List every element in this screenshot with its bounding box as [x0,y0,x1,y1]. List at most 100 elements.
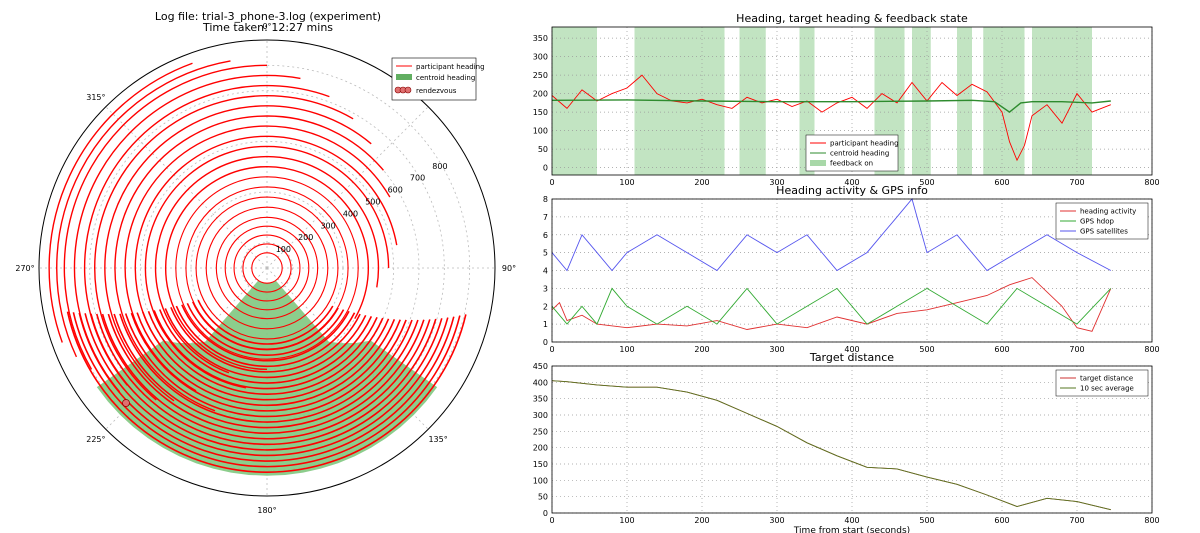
participant-heading-arc [101,313,431,440]
y-tick-label: 4 [543,267,548,276]
participant-heading-arc [90,313,443,451]
x-tick-label: 200 [694,516,709,525]
y-tick-label: 8 [543,195,548,204]
participant-heading-arc [136,312,396,407]
participant-heading-arc [181,304,350,362]
participant-heading-arc [147,310,384,395]
rendezvous-marker [122,399,130,407]
x-tick-label: 500 [919,516,934,525]
legend-label: feedback on [830,160,873,168]
participant-heading-arc [154,155,380,374]
series-line-centroid-heading [551,99,1111,113]
chart-title: Heading, target heading & feedback state [736,12,968,25]
legend-label: heading activity [1080,208,1136,216]
x-axis-label: Time from start (seconds) [793,526,910,533]
legend-swatch-rendezvous [404,86,412,94]
y-tick-label: 0 [543,509,548,518]
y-tick-label: 300 [533,411,548,420]
legend-label-participant: participant heading [416,63,485,71]
radial-tick-label: 300 [320,221,335,230]
radial-tick-label: 800 [432,162,447,171]
legend-label-centroid: centroid heading [416,74,475,82]
series-line-participant-heading [551,74,1111,162]
participant-heading-arc [95,313,437,446]
participant-heading-ring [195,196,339,340]
series-line-heading-activity [551,277,1112,332]
legend-label: 10 sec average [1080,385,1134,393]
participant-heading-ring [224,225,310,311]
participant-heading-arc [66,311,467,473]
participant-heading-arc [186,302,345,356]
participant-heading-arc [175,305,356,368]
participant-heading-arc [63,64,268,370]
participant-heading-arc [158,309,373,384]
legend-label: GPS hdop [1080,218,1114,226]
x-tick-label: 500 [919,178,934,187]
series-line-GPS-hdop [551,287,1112,325]
x-tick-label: 400 [844,178,859,187]
x-tick-label: 600 [994,345,1009,354]
polar-heading-plot: 0°45°90°135°180°225°270°315°100200300400… [15,22,516,515]
y-tick-label: 100 [533,127,548,136]
participant-heading-arc [78,312,455,462]
x-tick-label: 100 [619,178,634,187]
legend-swatch [810,160,826,166]
participant-heading-arc [153,310,378,390]
heading-chart: 0 100 200 300 400 500 600 700 800 0 50 100 150 200 250… [533,12,1160,187]
participant-heading-arc [48,62,193,343]
participant-heading-arc [94,95,354,401]
radial-tick-label: 600 [388,186,403,195]
legend-label: participant heading [830,140,899,148]
participant-heading-arc [84,313,449,457]
angle-tick-label: 180° [257,506,276,515]
participant-heading-arc [130,312,401,412]
legend-box [1055,369,1149,397]
plot-frame [551,198,1153,343]
radial-tick-label: 400 [343,209,358,218]
participant-heading-ring [233,234,301,302]
y-tick-label: 50 [538,145,548,154]
x-tick-label: 300 [769,516,784,525]
y-tick-label: 250 [533,427,548,436]
y-tick-label: 50 [538,493,548,502]
participant-heading-ring [242,243,292,293]
x-tick-label: 0 [549,516,554,525]
plot-frame [551,365,1153,514]
polar-grid-ring [89,90,445,446]
feedback-on-band [552,27,597,175]
polar-title-line1: Log file: trial-3_phone-3.log (experimen… [155,10,381,23]
x-tick-label: 400 [844,345,859,354]
radial-tick-label: 700 [410,174,425,183]
legend-label: target distance [1080,375,1133,383]
participant-heading-ring [215,216,319,320]
participant-heading-arc [119,313,413,423]
y-tick-label: 6 [543,231,548,240]
participant-heading-arc [113,313,419,429]
participant-heading-arc [124,125,391,392]
x-tick-label: 700 [1069,345,1084,354]
chart-title: Heading activity & GPS info [776,184,928,197]
participant-heading-arc [197,299,334,345]
y-tick-label: 400 [533,378,548,387]
participant-heading-arc [104,105,372,402]
x-tick-label: 100 [619,516,634,525]
participant-heading-arc [56,60,231,358]
radial-tick-label: 200 [298,233,313,242]
x-tick-label: 800 [1144,178,1159,187]
participant-heading-arc [164,166,369,371]
y-tick-label: 150 [533,108,548,117]
y-tick-label: 350 [533,395,548,404]
participant-heading-arc [144,145,390,389]
x-tick-label: 400 [844,516,859,525]
radial-tick-label: 100 [276,245,291,254]
x-tick-label: 600 [994,178,1009,187]
y-tick-label: 5 [543,249,548,258]
y-tick-label: 7 [543,213,548,222]
legend-label: GPS satellites [1080,228,1128,236]
polar-title-line2: Time taken: 12:27 mins [202,21,333,34]
angle-tick-label: 0° [262,22,271,31]
y-tick-label: 200 [533,90,548,99]
x-tick-label: 600 [994,516,1009,525]
angle-tick-label: 90° [502,264,516,273]
